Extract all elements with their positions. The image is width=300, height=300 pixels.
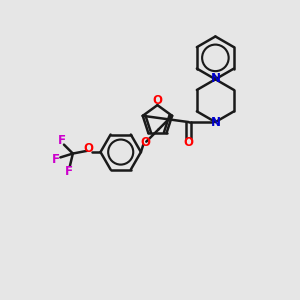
- Text: O: O: [84, 142, 94, 155]
- Text: O: O: [184, 136, 194, 149]
- Text: F: F: [65, 166, 73, 178]
- Text: N: N: [210, 116, 220, 129]
- Text: F: F: [58, 134, 66, 147]
- Text: O: O: [152, 94, 162, 107]
- Text: F: F: [52, 153, 60, 166]
- Text: O: O: [141, 136, 151, 149]
- Text: N: N: [210, 73, 220, 85]
